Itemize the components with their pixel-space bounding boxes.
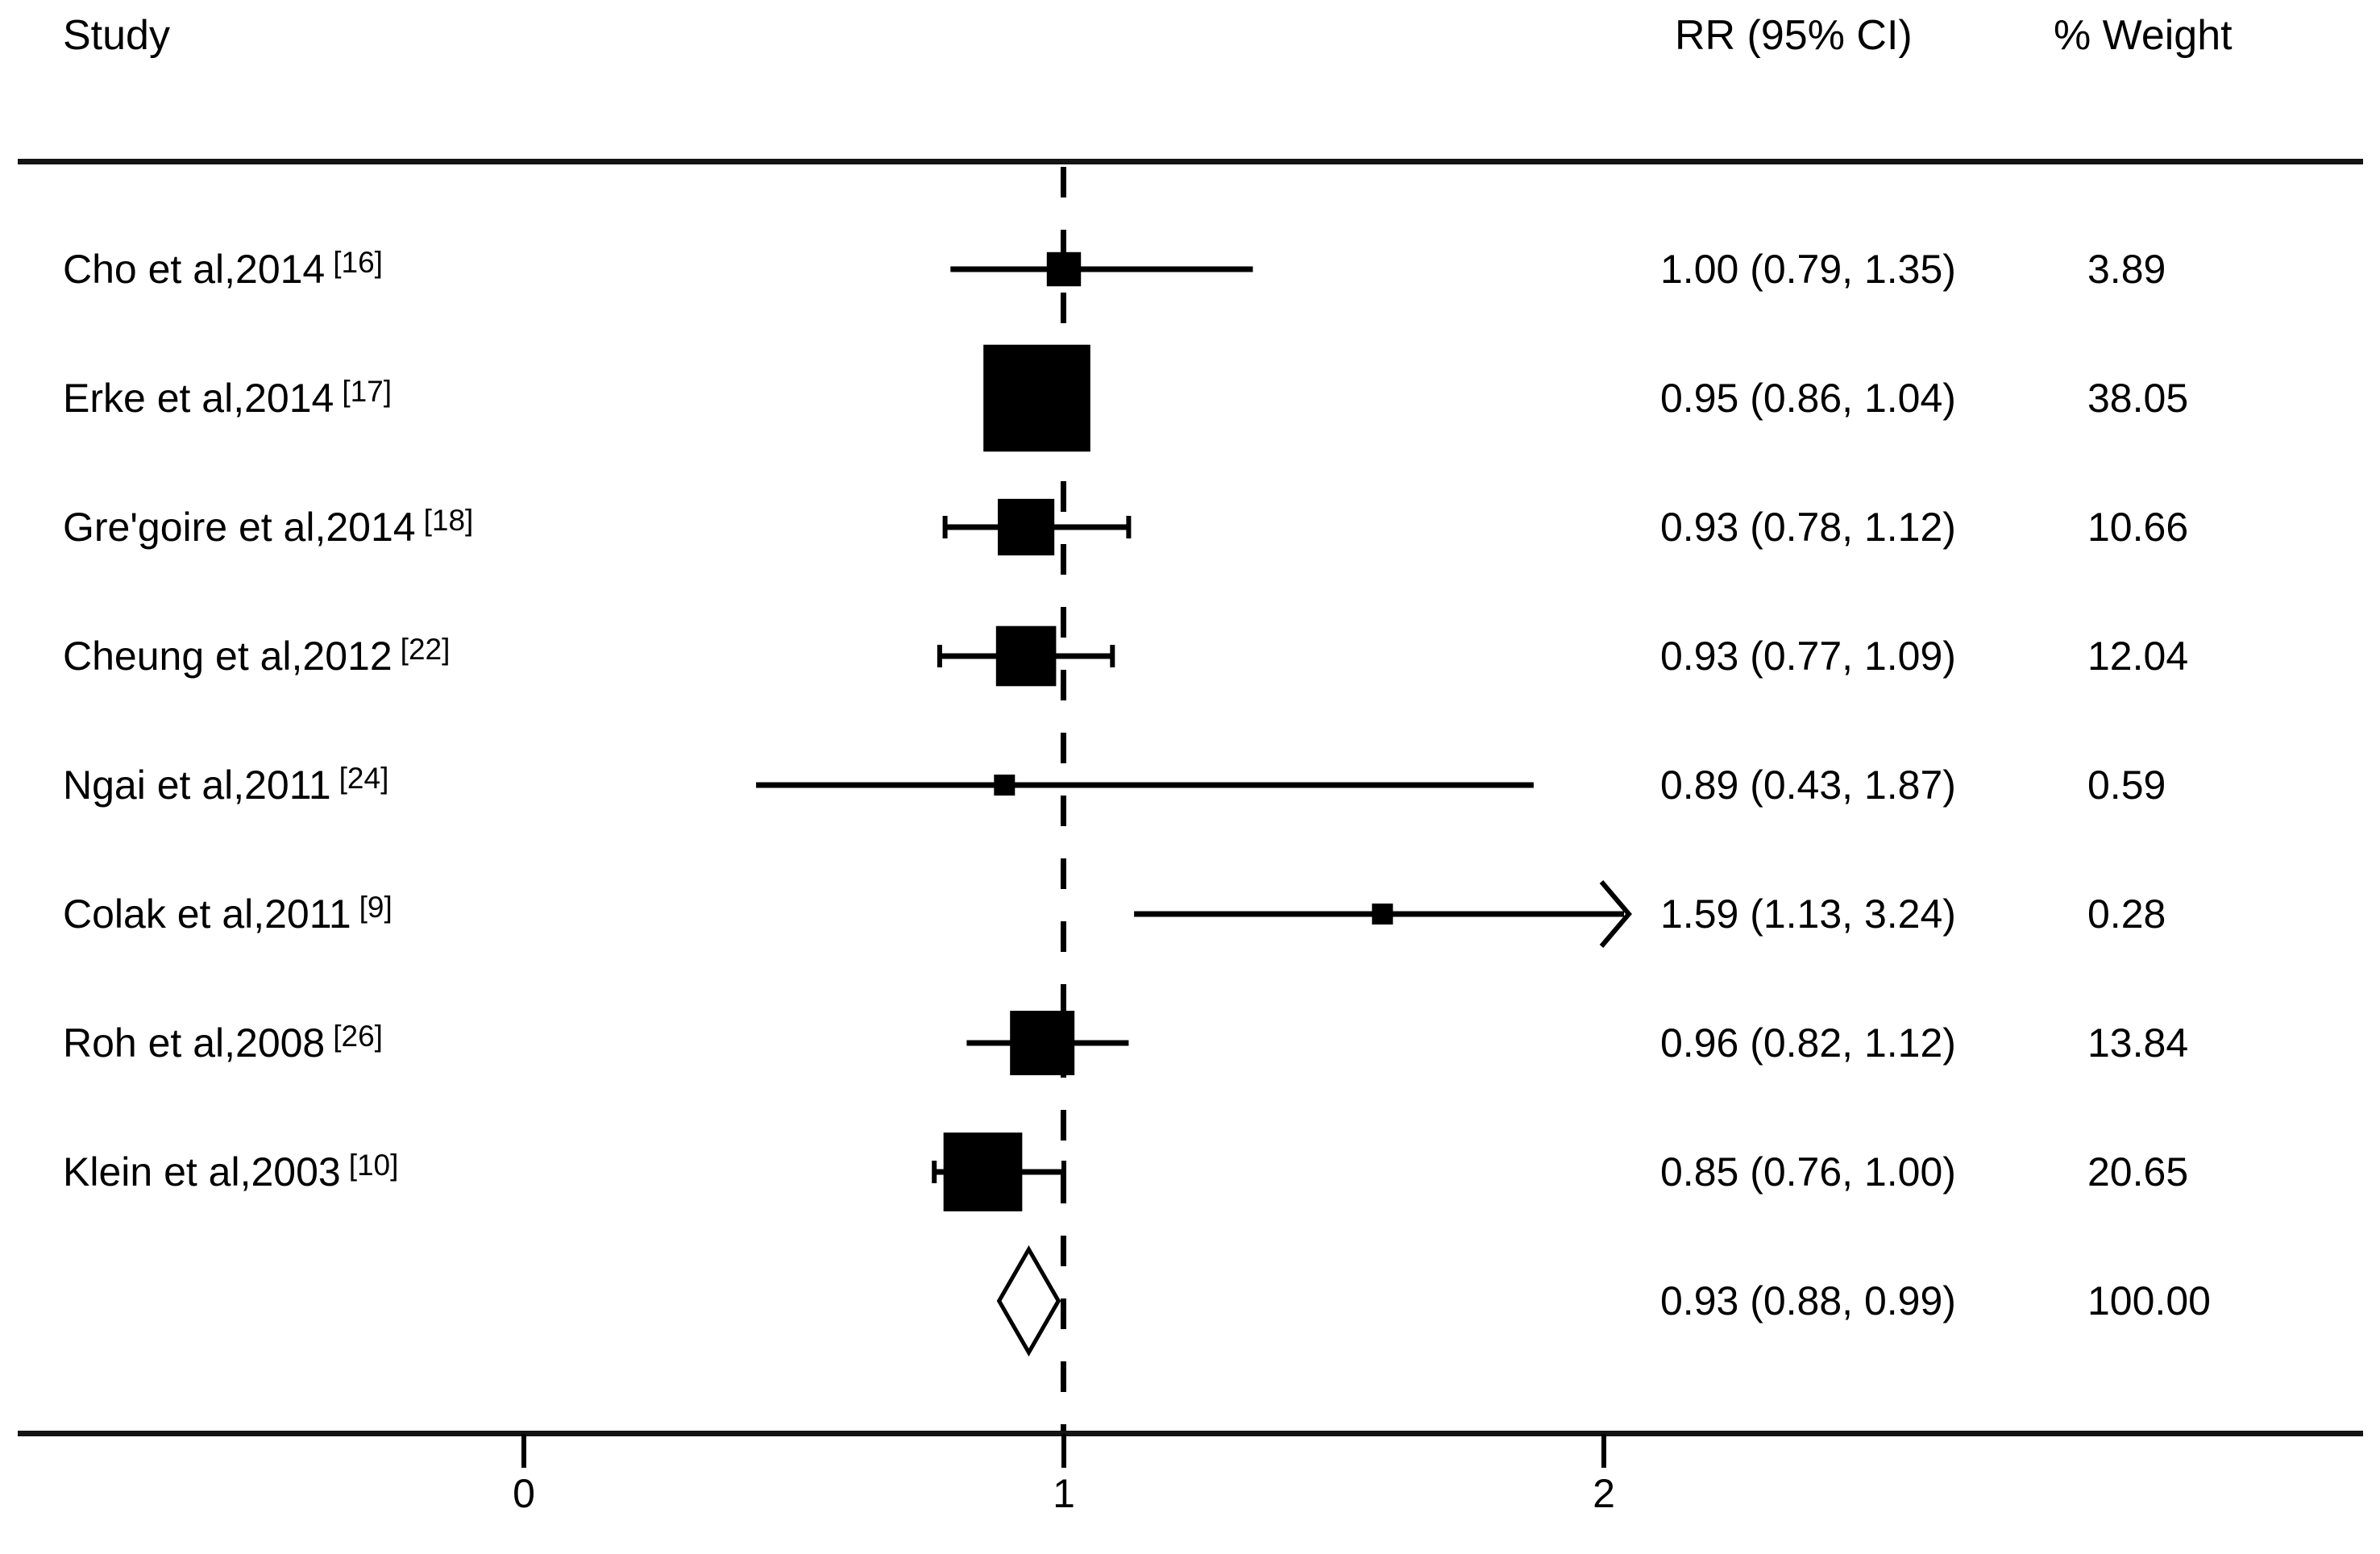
overall-weight-value: 100.00 [2087, 1278, 2211, 1323]
rr-marker-square [995, 625, 1057, 687]
study-label: Gre'goire et al,2014 [18] [63, 504, 474, 550]
x-axis-tick [1601, 1434, 1606, 1468]
rr-ci-value: 0.95 (0.86, 1.04) [1660, 376, 1956, 421]
study-ref-number: [22] [400, 633, 451, 666]
column-header-weight: % Weight [2054, 12, 2233, 59]
study-label: Klein et al,2003 [10] [63, 1149, 399, 1195]
study-label: Roh et al,2008 [26] [63, 1020, 383, 1066]
study-label: Ngai et al,2011 [24] [63, 762, 389, 808]
study-ref-number: [26] [333, 1020, 383, 1053]
study-label: Cho et al,2014 [16] [63, 246, 383, 292]
rr-marker-square [998, 498, 1055, 556]
header-divider-rule [18, 159, 2363, 164]
weight-value: 0.59 [2087, 762, 2166, 808]
weight-value: 12.04 [2087, 634, 2189, 679]
weight-value: 3.89 [2087, 247, 2166, 292]
column-header-rr-ci: RR (95% CI) [1675, 12, 1913, 59]
column-header-study: Study [63, 12, 170, 59]
study-ref-number: [9] [359, 891, 393, 924]
clipped-ci-arrow-icon [1599, 880, 1632, 948]
rr-ci-value: 0.93 (0.78, 1.12) [1660, 505, 1956, 550]
weight-value: 13.84 [2087, 1020, 2189, 1066]
rr-marker-square [983, 344, 1090, 452]
x-axis-tick-label: 0 [513, 1471, 535, 1516]
study-label: Colak et al,2011 [9] [63, 891, 393, 937]
study-ref-number: [17] [342, 375, 393, 408]
weight-value: 20.65 [2087, 1149, 2189, 1195]
study-label: Erke et al,2014 [17] [63, 375, 393, 421]
x-axis-tick-label: 1 [1053, 1471, 1075, 1516]
weight-value: 10.66 [2087, 505, 2189, 550]
rr-marker-square [1010, 1011, 1075, 1075]
rr-ci-value: 0.93 (0.77, 1.09) [1660, 634, 1956, 679]
rr-ci-value: 1.00 (0.79, 1.35) [1660, 247, 1956, 292]
study-ref-number: [18] [423, 504, 474, 537]
study-ref-number: [10] [348, 1149, 399, 1182]
x-axis-tick-label: 2 [1593, 1471, 1615, 1516]
rr-marker-square [1372, 904, 1394, 925]
rr-ci-value: 0.96 (0.82, 1.12) [1660, 1020, 1956, 1066]
x-axis-tick [1061, 1434, 1066, 1468]
reference-line-dashed [1061, 167, 1066, 1431]
rr-marker-square [943, 1132, 1023, 1211]
x-axis-tick [521, 1434, 526, 1468]
study-ref-number: [24] [339, 762, 389, 795]
overall-rr-ci-value: 0.93 (0.88, 0.99) [1660, 1278, 1956, 1323]
rr-marker-square [1046, 251, 1082, 287]
rr-marker-square [994, 775, 1016, 796]
overall-diamond [996, 1244, 1061, 1357]
study-ref-number: [16] [333, 246, 383, 279]
x-axis-line [18, 1431, 2363, 1436]
rr-ci-value: 1.59 (1.13, 3.24) [1660, 891, 1956, 937]
weight-value: 0.28 [2087, 891, 2166, 937]
rr-ci-value: 0.85 (0.76, 1.00) [1660, 1149, 1956, 1195]
study-label: Cheung et al,2012 [22] [63, 633, 451, 679]
weight-value: 38.05 [2087, 376, 2189, 421]
rr-ci-value: 0.89 (0.43, 1.87) [1660, 762, 1956, 808]
